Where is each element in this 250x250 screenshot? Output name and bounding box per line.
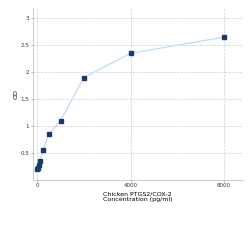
X-axis label: Chicken PTGS2/COX-2
Concentration (pg/ml): Chicken PTGS2/COX-2 Concentration (pg/ml… [103,191,172,202]
Y-axis label: OD: OD [14,89,19,99]
